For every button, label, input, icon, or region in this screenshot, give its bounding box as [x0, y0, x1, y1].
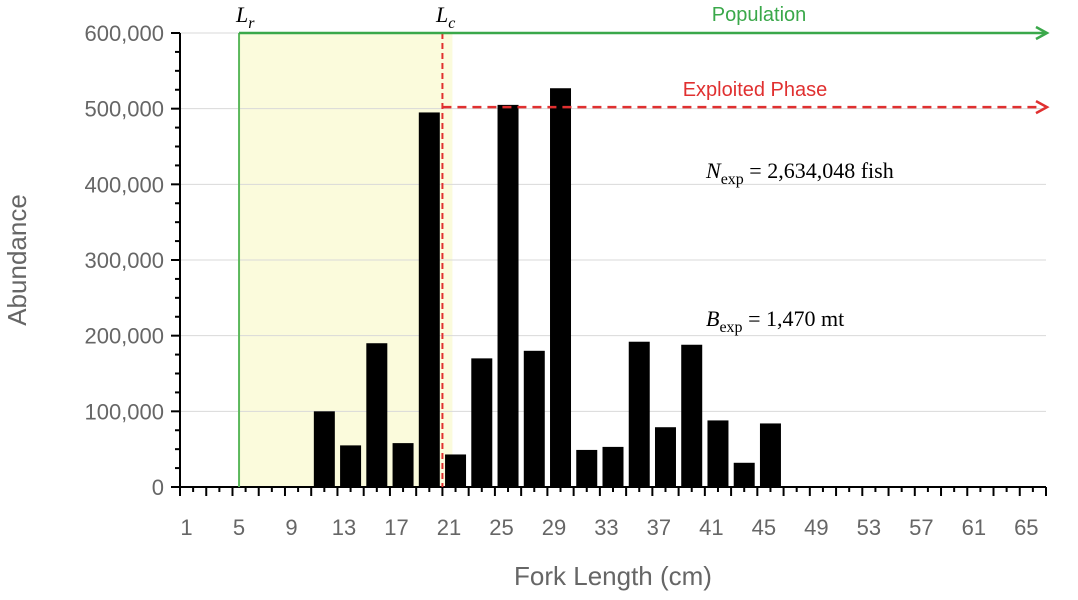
y-tick-label-1: 100,000 — [84, 399, 164, 424]
x-tick-label-33: 33 — [594, 515, 618, 540]
y-tick-label-0: 0 — [152, 475, 164, 500]
bar-37 — [654, 427, 676, 487]
x-tick-label-41: 41 — [699, 515, 723, 540]
bar-27 — [523, 350, 545, 487]
bar-21 — [445, 454, 467, 487]
x-tick-label-53: 53 — [857, 515, 881, 540]
x-tick-label-25: 25 — [489, 515, 513, 540]
exploited-phase-label: Exploited Phase — [683, 79, 828, 101]
y-tick-label-6: 600,000 — [84, 21, 164, 46]
population-label: Population — [712, 4, 807, 26]
x-tick-label-57: 57 — [909, 515, 933, 540]
x-tick-label-29: 29 — [542, 515, 566, 540]
x-tick-label-49: 49 — [804, 515, 828, 540]
x-tick-label-45: 45 — [752, 515, 776, 540]
x-axis-title: Fork Length (cm) — [514, 561, 712, 591]
bar-39 — [681, 344, 703, 487]
bar-33 — [602, 446, 624, 487]
bar-45 — [759, 423, 781, 487]
y-axis-title: Abundance — [2, 194, 32, 326]
bars-layer — [313, 88, 781, 487]
y-tick-label-4: 400,000 — [84, 172, 164, 197]
x-tick-label-1: 1 — [180, 515, 192, 540]
lc-label: Lc — [435, 2, 455, 32]
bar-13 — [340, 445, 362, 487]
x-tick-label-9: 9 — [285, 515, 297, 540]
bar-23 — [471, 358, 493, 487]
x-tick-label-13: 13 — [332, 515, 356, 540]
n-exp-annotation: Nexp = 2,634,048 fish — [705, 158, 894, 188]
x-tick-label-65: 65 — [1014, 515, 1038, 540]
axes-layer: 0 100,000 200,000 300,000 400,000 500,000 600,… — [84, 21, 1047, 540]
bar-41 — [707, 420, 729, 487]
bar-19 — [418, 112, 440, 487]
x-tick-label-21: 21 — [437, 515, 461, 540]
bar-17 — [392, 443, 414, 487]
b-exp-annotation: Bexp = 1,470 mt — [706, 306, 844, 336]
annotation-layer — [238, 25, 1050, 487]
x-tick-label-37: 37 — [647, 515, 671, 540]
bar-35 — [628, 341, 650, 487]
y-tick-label-2: 200,000 — [84, 324, 164, 349]
x-tick-label-61: 61 — [962, 515, 986, 540]
population-arrow-head — [1035, 25, 1050, 41]
exploited-arrow-head — [1035, 100, 1050, 115]
y-tick-label-3: 300,000 — [84, 248, 164, 273]
bar-31 — [576, 449, 598, 487]
x-tick-label-5: 5 — [233, 515, 245, 540]
lr-label: Lr — [235, 2, 255, 32]
bar-25 — [497, 104, 519, 487]
bar-15 — [366, 343, 388, 487]
bar-11 — [313, 411, 335, 487]
y-tick-label-5: 500,000 — [84, 97, 164, 122]
bar-43 — [733, 462, 755, 487]
x-tick-label-17: 17 — [384, 515, 408, 540]
bar-29 — [550, 88, 572, 487]
